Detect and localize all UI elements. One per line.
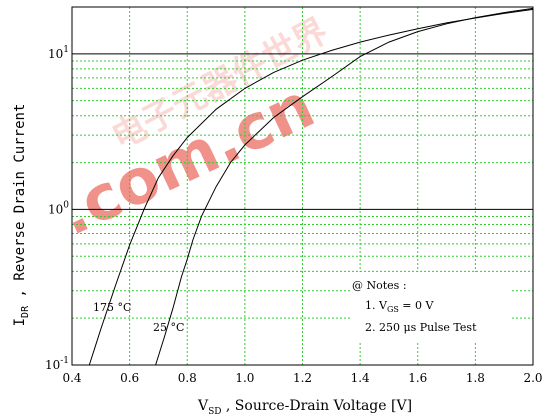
svg-text:IDR , Reverse Drain Current: IDR , Reverse Drain Current	[12, 104, 31, 327]
note-1: 1. VGS = 0 V	[365, 299, 435, 314]
x-tick-label: 1.8	[466, 371, 485, 385]
notes-background	[350, 272, 510, 342]
y-title-rest: , Reverse Drain Current	[12, 104, 28, 306]
series-line-25c	[155, 7, 534, 366]
x-tick-label: 0.8	[178, 371, 197, 385]
y-title-main: I	[12, 318, 28, 326]
y-tick-labels: 10-1 100 101	[45, 45, 69, 372]
minor-gridlines	[72, 7, 533, 365]
y-tick-label: 10-1	[45, 356, 69, 372]
note-1-sub: GS	[387, 305, 399, 314]
x-title-rest: , Source-Drain Voltage [V]	[221, 398, 412, 414]
note-2: 2. 250 μs Pulse Test	[365, 321, 477, 334]
x-tick-labels: 0.4 0.6 0.8 1.0 1.2 1.4 1.6 1.8 2.0	[62, 371, 542, 385]
x-axis-title: VSD , Source-Drain Voltage [V]	[197, 398, 412, 417]
y-tick-label: 101	[48, 45, 69, 61]
curve-label-175: 175 °C	[93, 301, 131, 314]
curve-label-25: 25 °C	[153, 321, 184, 334]
x-tick-label: 0.6	[120, 371, 139, 385]
x-tick-label: 1.4	[351, 371, 370, 385]
major-gridlines	[72, 53, 533, 210]
x-tick-label: 0.4	[62, 371, 81, 385]
y-title-sub: DR	[20, 305, 31, 318]
notes-title: @ Notes :	[352, 279, 407, 292]
series-line-175c	[88, 8, 534, 366]
series-layer	[88, 7, 534, 366]
note-1-rest: = 0 V	[399, 299, 435, 312]
y-axis-title: IDR , Reverse Drain Current	[12, 104, 31, 327]
x-title-sub: SD	[208, 407, 221, 417]
x-tick-label: 2.0	[523, 371, 542, 385]
y-tick-label: 100	[48, 200, 69, 216]
x-title-main: V	[197, 398, 209, 414]
note-1-prefix: 1. V	[365, 299, 388, 312]
x-tick-label: 1.2	[293, 371, 312, 385]
notes-box: @ Notes : 1. VGS = 0 V 2. 250 μs Pulse T…	[350, 272, 510, 342]
watermark: .com.cn 电子元器件世界	[47, 11, 334, 250]
x-tick-label: 1.6	[408, 371, 427, 385]
plot-frame	[71, 6, 534, 366]
x-tick-label: 1.0	[235, 371, 254, 385]
